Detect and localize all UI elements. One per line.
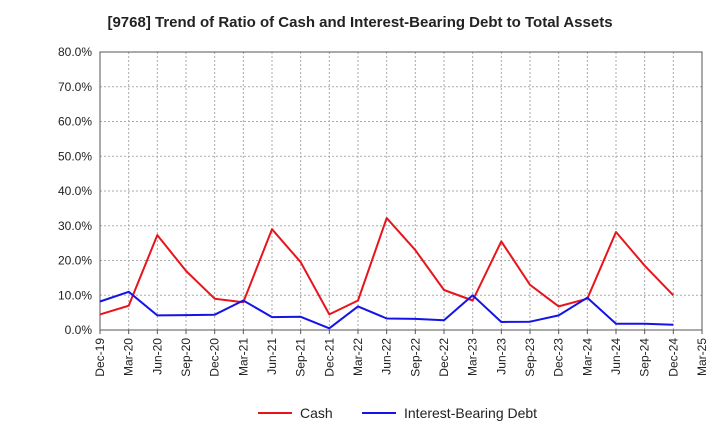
series-layer (99, 217, 675, 330)
x-tick-label: Dec-23 (552, 338, 566, 377)
x-tick-label: Mar-25 (695, 338, 709, 376)
y-tick-label: 20.0% (58, 254, 92, 268)
x-tick-label: Dec-21 (322, 338, 336, 377)
x-tick-label: Dec-22 (437, 338, 451, 377)
x-tick-label: Sep-22 (408, 338, 422, 377)
x-tick-label: Sep-23 (523, 338, 537, 377)
y-tick-label: 70.0% (58, 80, 92, 94)
legend-label-interest-bearing-debt: Interest-Bearing Debt (404, 405, 537, 421)
x-tick-label: Mar-20 (122, 338, 136, 376)
y-tick-label: 50.0% (58, 149, 92, 163)
y-tick-label: 30.0% (58, 219, 92, 233)
x-tick-label: Mar-24 (580, 338, 594, 376)
x-tick-label: Jun-21 (265, 338, 279, 375)
y-tick-label: 0.0% (65, 323, 93, 337)
y-tick-label: 80.0% (58, 45, 92, 59)
series-line-cash (99, 217, 675, 316)
y-tick-label: 10.0% (58, 288, 92, 302)
legend: Cash Interest-Bearing Debt (258, 405, 537, 421)
x-tick-label: Mar-22 (351, 338, 365, 376)
x-tick-label: Dec-24 (666, 338, 680, 377)
x-tick-label: Dec-20 (208, 338, 222, 377)
grid-layer (100, 51, 702, 330)
x-tick-label: Dec-19 (93, 338, 107, 377)
x-tick-label: Sep-24 (638, 338, 652, 377)
legend-label-cash: Cash (300, 405, 333, 421)
axis-layer: 0.0% 10.0% 20.0% 30.0% 40.0% 50.0% 60.0% 70.0% 8… (58, 45, 709, 377)
x-tick-label: Jun-24 (609, 338, 623, 375)
x-tick-label: Jun-22 (380, 338, 394, 375)
x-tick-label: Sep-21 (294, 338, 308, 377)
x-tick-label: Jun-23 (494, 338, 508, 375)
series-line-interest-bearing-debt (99, 290, 674, 330)
x-tick-label: Sep-20 (179, 338, 193, 377)
x-tick-label: Jun-20 (150, 338, 164, 375)
plot-frame (99, 51, 703, 331)
y-tick-label: 60.0% (58, 115, 92, 129)
y-tick-label: 40.0% (58, 184, 92, 198)
chart-title: [9768] Trend of Ratio of Cash and Intere… (107, 14, 613, 31)
x-tick-label: Mar-23 (466, 338, 480, 376)
x-tick-label: Mar-21 (236, 338, 250, 376)
